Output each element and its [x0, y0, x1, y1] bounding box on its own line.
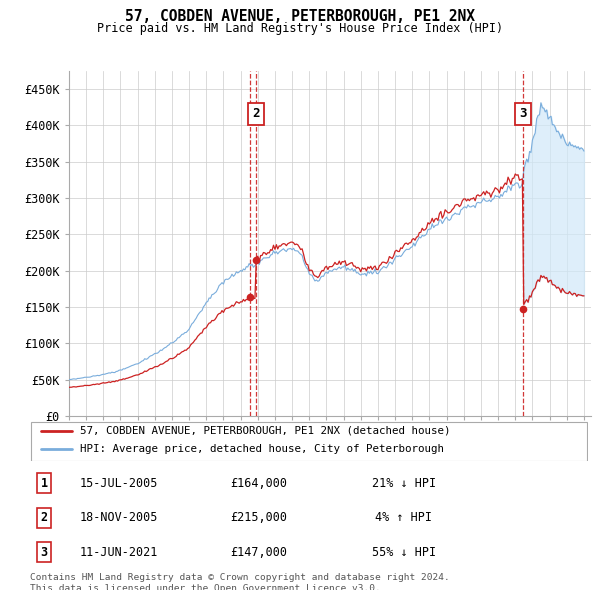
Text: 2: 2 [252, 107, 259, 120]
Text: Contains HM Land Registry data © Crown copyright and database right 2024.
This d: Contains HM Land Registry data © Crown c… [30, 573, 450, 590]
Text: 55% ↓ HPI: 55% ↓ HPI [372, 546, 436, 559]
Text: 4% ↑ HPI: 4% ↑ HPI [376, 511, 433, 525]
Text: 15-JUL-2005: 15-JUL-2005 [80, 477, 158, 490]
FancyBboxPatch shape [31, 422, 587, 461]
Text: 3: 3 [40, 546, 47, 559]
Text: £215,000: £215,000 [230, 511, 287, 525]
Text: HPI: Average price, detached house, City of Peterborough: HPI: Average price, detached house, City… [80, 444, 444, 454]
Text: 1: 1 [40, 477, 47, 490]
Text: 18-NOV-2005: 18-NOV-2005 [80, 511, 158, 525]
Text: 57, COBDEN AVENUE, PETERBOROUGH, PE1 2NX: 57, COBDEN AVENUE, PETERBOROUGH, PE1 2NX [125, 9, 475, 24]
Text: £147,000: £147,000 [230, 546, 287, 559]
Text: 11-JUN-2021: 11-JUN-2021 [80, 546, 158, 559]
Text: 57, COBDEN AVENUE, PETERBOROUGH, PE1 2NX (detached house): 57, COBDEN AVENUE, PETERBOROUGH, PE1 2NX… [80, 426, 451, 436]
Text: Price paid vs. HM Land Registry's House Price Index (HPI): Price paid vs. HM Land Registry's House … [97, 22, 503, 35]
Text: £164,000: £164,000 [230, 477, 287, 490]
Text: 21% ↓ HPI: 21% ↓ HPI [372, 477, 436, 490]
Text: 2: 2 [40, 511, 47, 525]
Text: 3: 3 [519, 107, 527, 120]
